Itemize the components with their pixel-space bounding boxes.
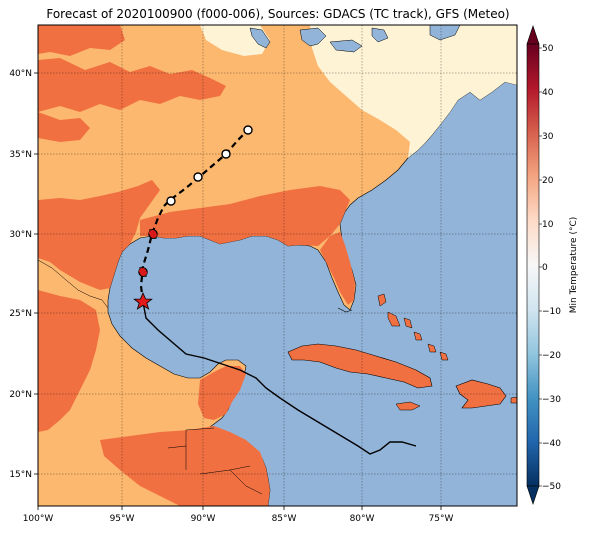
- lon-label: 75°W: [429, 514, 454, 524]
- colorbar-label: Min Temperature (°C): [569, 217, 579, 314]
- great-lakes: [249, 27, 389, 53]
- colorbar-tick: −40: [542, 439, 561, 449]
- warm-zone-yucatan: [198, 366, 246, 420]
- warm-zone-mexico: [38, 290, 100, 432]
- lon-label: 80°W: [350, 514, 375, 524]
- lat-label: 35°N: [9, 150, 32, 160]
- past-track-line: [142, 301, 417, 455]
- colorbar-tick: 20: [542, 176, 554, 186]
- colorbar-tick: −20: [542, 351, 561, 361]
- current-position-star: [133, 291, 153, 310]
- land-jamaica: [395, 401, 421, 411]
- warm-zone-plains: [38, 58, 226, 112]
- warm-zone-texas: [38, 180, 160, 290]
- colorbar-tick: −50: [542, 482, 561, 492]
- lon-label: 100°W: [23, 514, 54, 524]
- lat-label: 15°N: [9, 470, 32, 480]
- lat-label: 25°N: [9, 309, 32, 319]
- land-hispaniola: [455, 379, 507, 409]
- colorbar-body: [526, 43, 540, 487]
- map-panel: [38, 25, 517, 506]
- warm-zone-southern-mexico: [100, 426, 270, 506]
- land-bahamas: [377, 293, 449, 361]
- lon-label: 85°W: [272, 514, 297, 524]
- colorbar-tick: −30: [542, 395, 561, 405]
- forecast-point-4: [243, 125, 253, 135]
- colorbar: 50 40 30 20 10 0 −10 −20 −30 −40 −50 Min…: [526, 25, 579, 505]
- lat-label: 40°N: [9, 69, 32, 79]
- hurricane-marker-1: [138, 267, 148, 277]
- colorbar-top-arrow: [526, 25, 540, 45]
- political-borders: [38, 259, 263, 495]
- colorbar-tick: 50: [542, 44, 554, 54]
- warm-zone-west: [38, 25, 125, 56]
- forecast-point-3: [221, 149, 231, 159]
- colorbar-tick: 0: [542, 263, 548, 273]
- axis-ticks: [34, 72, 442, 510]
- map-frame: [37, 24, 518, 507]
- colorbar-tick: 30: [542, 132, 554, 142]
- colorbar-tick: 10: [542, 220, 554, 230]
- forecast-point-1: [166, 196, 176, 206]
- florida-keys: [337, 307, 353, 313]
- warm-zone-north-west: [38, 112, 90, 142]
- lat-label: 30°N: [9, 230, 32, 240]
- forecast-point-2: [193, 172, 203, 182]
- gridlines: [38, 25, 517, 506]
- colorbar-tick: −10: [542, 307, 561, 317]
- lon-label: 95°W: [110, 514, 135, 524]
- lat-label: 20°N: [9, 390, 32, 400]
- lon-label: 90°W: [191, 514, 216, 524]
- land-puerto-rico: [510, 396, 517, 404]
- land-cuba: [287, 343, 433, 389]
- saint-lawrence: [429, 25, 461, 41]
- figure-title: Forecast of 2020100900 (f000-006), Sourc…: [46, 7, 509, 21]
- colorbar-tick: 40: [542, 88, 554, 98]
- warm-zone-gulf-coast: [140, 186, 350, 246]
- colorbar-bottom-arrow: [526, 485, 540, 505]
- warm-zone-florida: [320, 232, 355, 305]
- hurricane-marker-2: [148, 229, 158, 239]
